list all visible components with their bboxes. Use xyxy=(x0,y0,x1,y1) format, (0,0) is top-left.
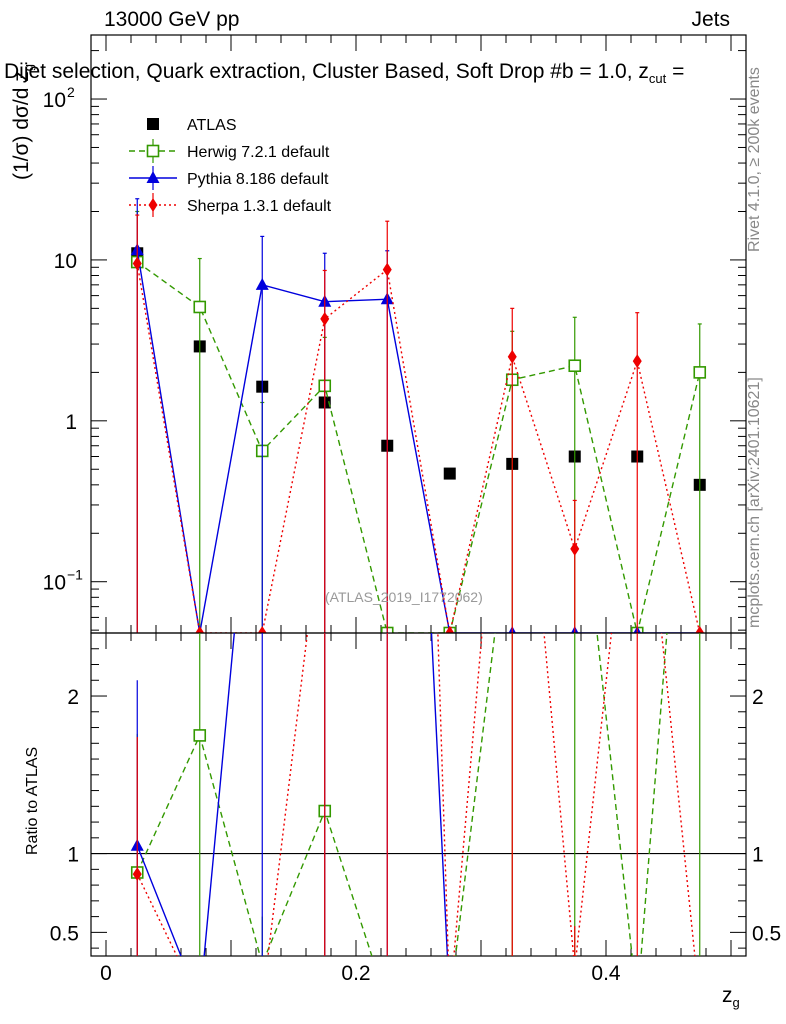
x-axis-label: zg xyxy=(722,984,740,1010)
subtitle-main: Dijet selection, Quark extraction, Clust… xyxy=(4,60,649,83)
sherpa-point xyxy=(570,541,580,556)
plot-subtitle: Dijet selection, Quark extraction, Clust… xyxy=(4,60,684,86)
sherpa-point xyxy=(445,626,455,633)
main-y-axis-label: (1/σ) dσ/d zg xyxy=(10,64,36,180)
series-herwig-ratio xyxy=(130,633,701,956)
main-y-tick-exponent: −1 xyxy=(67,567,83,583)
sherpa-ratio-line xyxy=(136,633,696,956)
ratio-y-axis-label: Ratio to ATLAS xyxy=(24,746,41,855)
x-tick-label: 0.4 xyxy=(591,962,621,985)
main-ylabel-main: (1/σ) dσ/d z xyxy=(10,71,33,180)
legend-marker-atlas xyxy=(147,118,159,130)
series-sherpa-main xyxy=(132,214,705,633)
herwig-point xyxy=(568,359,582,373)
ratio-frame xyxy=(90,632,747,957)
sherpa-point xyxy=(695,626,705,633)
main-y-tick-label: 10 xyxy=(43,89,66,112)
sherpa-point xyxy=(382,262,392,277)
energy-label: 13000 GeV pp xyxy=(104,8,240,31)
ratio-y-tick-label-right: 0.5 xyxy=(752,922,781,945)
main-y-tick-label: 10 xyxy=(43,572,66,595)
main-y-tick-exponent: 2 xyxy=(67,84,75,100)
xlabel-sub: g xyxy=(732,995,740,1011)
ratio-y-tick-label-left: 0.5 xyxy=(50,922,79,945)
legend-label-herwig: Herwig 7.2.1 default xyxy=(187,144,330,161)
subtitle-tail: = xyxy=(666,60,685,83)
process-label: Jets xyxy=(691,8,730,31)
legend: ATLAS Herwig 7.2.1 default Pythia 8.186 de… xyxy=(129,117,332,217)
sherpa-line xyxy=(136,263,701,633)
sherpa-point xyxy=(320,311,330,326)
sherpa-point xyxy=(132,256,142,271)
x-tick-label: 0.2 xyxy=(341,962,370,985)
main-y-tick-label: 10 xyxy=(54,250,77,273)
ratio-y-tick-label-right: 1 xyxy=(752,844,764,867)
main-y-tick-label: 1 xyxy=(65,411,77,434)
series-atlas-main xyxy=(131,247,706,491)
herwig-point xyxy=(693,366,707,379)
legend-marker-pythia xyxy=(146,171,160,183)
analysis-watermark: (ATLAS_2019_I1772062) xyxy=(325,589,483,605)
x-tick-label: 0 xyxy=(100,962,112,985)
legend-marker-sherpa xyxy=(148,198,158,212)
ratio-panel: 0 0.2 0.4 0.5 0.5 1 1 2 2 xyxy=(50,632,781,985)
herwig-line xyxy=(136,261,701,633)
sherpa-point xyxy=(257,626,267,633)
legend-label-sherpa: Sherpa 1.3.1 default xyxy=(187,198,332,215)
legend-label-atlas: ATLAS xyxy=(187,117,237,134)
ratio-y-tick-label-left: 2 xyxy=(67,686,79,709)
pythia-line xyxy=(136,250,700,633)
sherpa-ratio-point xyxy=(132,867,142,882)
atlas-point xyxy=(443,467,456,480)
legend-label-pythia: Pythia 8.186 default xyxy=(187,171,329,188)
pythia-ratio-line xyxy=(136,633,449,956)
herwig-ratio-line xyxy=(136,633,668,956)
herwig-point xyxy=(193,300,207,314)
ratio-y-tick-label-right: 2 xyxy=(752,686,764,709)
ratio-y-tick-label-left: 1 xyxy=(67,844,79,867)
sherpa-point xyxy=(507,349,517,364)
rivet-version-label: Rivet 4.1.0, ≥ 200k events xyxy=(746,67,763,252)
sherpa-point xyxy=(195,626,205,633)
series-herwig-main xyxy=(130,210,707,633)
herwig-ratio-point xyxy=(193,729,207,742)
pythia-point xyxy=(255,277,269,290)
mcplots-label: mcplots.cern.ch [arXiv:2401.10621] xyxy=(746,377,763,628)
xlabel-main: z xyxy=(722,984,733,1007)
sherpa-point xyxy=(632,354,642,369)
main-ylabel-sub: g xyxy=(21,63,37,72)
subtitle-sub: cut xyxy=(648,71,667,87)
legend-marker-herwig xyxy=(146,144,160,158)
series-pythia-main xyxy=(130,198,704,633)
series-sherpa-ratio xyxy=(132,633,696,956)
